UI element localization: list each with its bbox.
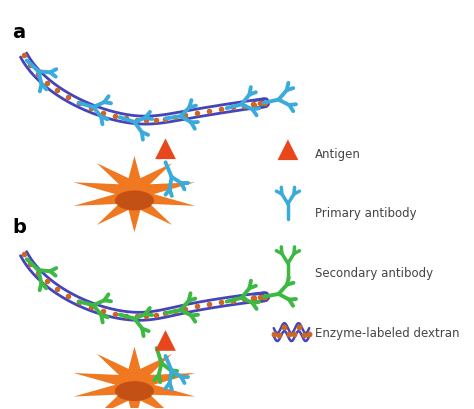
Text: Primary antibody: Primary antibody: [315, 207, 416, 220]
Polygon shape: [155, 139, 176, 160]
Point: [249, 295, 257, 301]
Point: [193, 303, 201, 310]
Point: [26, 63, 34, 69]
Point: [34, 72, 41, 78]
Point: [182, 306, 189, 312]
Point: [133, 117, 140, 124]
Point: [258, 101, 266, 108]
Point: [75, 299, 83, 305]
Ellipse shape: [115, 381, 154, 401]
Point: [271, 330, 278, 337]
Point: [250, 102, 258, 109]
Text: Enzyme-labeled dextran: Enzyme-labeled dextran: [315, 326, 459, 339]
Point: [285, 331, 293, 338]
Point: [64, 94, 72, 101]
Point: [300, 332, 308, 339]
Point: [43, 279, 51, 285]
Point: [53, 286, 61, 293]
Point: [171, 115, 179, 121]
Point: [218, 299, 225, 306]
Point: [152, 312, 160, 319]
Text: Secondary antibody: Secondary antibody: [315, 266, 433, 279]
Point: [26, 261, 34, 267]
Text: Antigen: Antigen: [315, 148, 360, 160]
Ellipse shape: [115, 191, 154, 211]
Point: [53, 88, 61, 94]
Point: [111, 310, 118, 317]
Point: [281, 324, 288, 330]
Text: b: b: [12, 217, 26, 236]
Point: [256, 294, 264, 301]
Point: [305, 330, 312, 337]
Polygon shape: [74, 347, 195, 409]
Polygon shape: [155, 330, 176, 351]
Point: [99, 308, 107, 314]
Point: [290, 331, 298, 338]
Point: [34, 270, 41, 276]
Point: [43, 80, 51, 87]
Point: [162, 116, 169, 122]
Point: [111, 114, 118, 120]
Point: [261, 100, 268, 107]
Polygon shape: [74, 157, 195, 233]
Point: [87, 106, 95, 112]
Point: [240, 296, 248, 303]
Point: [205, 108, 213, 115]
Point: [193, 110, 201, 117]
Point: [249, 102, 257, 108]
Point: [75, 101, 83, 107]
Point: [240, 103, 248, 110]
Point: [152, 117, 160, 124]
Point: [275, 332, 283, 339]
Point: [261, 100, 269, 107]
Point: [229, 298, 237, 304]
Point: [20, 53, 27, 59]
Point: [87, 304, 95, 310]
Point: [261, 294, 269, 300]
Point: [295, 324, 302, 330]
Point: [171, 308, 179, 315]
Point: [218, 106, 225, 113]
Point: [162, 310, 169, 317]
Point: [143, 117, 150, 124]
Point: [133, 313, 140, 320]
Point: [99, 110, 107, 117]
Point: [256, 101, 264, 107]
Point: [20, 251, 27, 257]
Polygon shape: [278, 140, 298, 161]
Text: a: a: [12, 23, 25, 42]
Point: [122, 116, 130, 122]
Point: [143, 313, 150, 319]
Point: [261, 294, 268, 300]
Point: [64, 293, 72, 299]
Point: [182, 112, 189, 119]
Point: [250, 295, 258, 302]
Point: [205, 301, 213, 308]
Point: [229, 105, 237, 111]
Point: [258, 294, 266, 301]
Point: [122, 312, 130, 319]
